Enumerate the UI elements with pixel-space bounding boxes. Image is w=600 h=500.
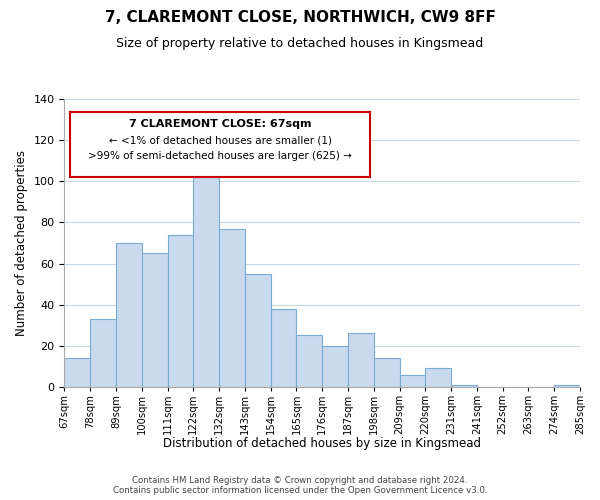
- Y-axis label: Number of detached properties: Number of detached properties: [15, 150, 28, 336]
- Bar: [142, 253, 167, 387]
- Bar: [116, 243, 142, 387]
- Text: Size of property relative to detached houses in Kingsmead: Size of property relative to detached ho…: [116, 38, 484, 51]
- Text: ← <1% of detached houses are smaller (1): ← <1% of detached houses are smaller (1): [109, 136, 332, 145]
- Bar: [374, 358, 400, 387]
- Bar: [167, 234, 193, 387]
- Bar: [451, 385, 477, 387]
- Bar: [554, 385, 580, 387]
- Text: Contains HM Land Registry data © Crown copyright and database right 2024.: Contains HM Land Registry data © Crown c…: [132, 476, 468, 485]
- Bar: [90, 319, 116, 387]
- Bar: [271, 309, 296, 387]
- Bar: [296, 336, 322, 387]
- Bar: [400, 374, 425, 387]
- Text: 7 CLAREMONT CLOSE: 67sqm: 7 CLAREMONT CLOSE: 67sqm: [129, 119, 311, 129]
- Bar: [64, 358, 90, 387]
- Bar: [245, 274, 271, 387]
- Text: Contains public sector information licensed under the Open Government Licence v3: Contains public sector information licen…: [113, 486, 487, 495]
- Bar: [193, 177, 219, 387]
- Bar: [322, 346, 348, 387]
- Bar: [425, 368, 451, 387]
- Text: 7, CLAREMONT CLOSE, NORTHWICH, CW9 8FF: 7, CLAREMONT CLOSE, NORTHWICH, CW9 8FF: [104, 10, 496, 25]
- Bar: [219, 228, 245, 387]
- X-axis label: Distribution of detached houses by size in Kingsmead: Distribution of detached houses by size …: [163, 437, 481, 450]
- Bar: [348, 334, 374, 387]
- Text: >99% of semi-detached houses are larger (625) →: >99% of semi-detached houses are larger …: [88, 150, 352, 160]
